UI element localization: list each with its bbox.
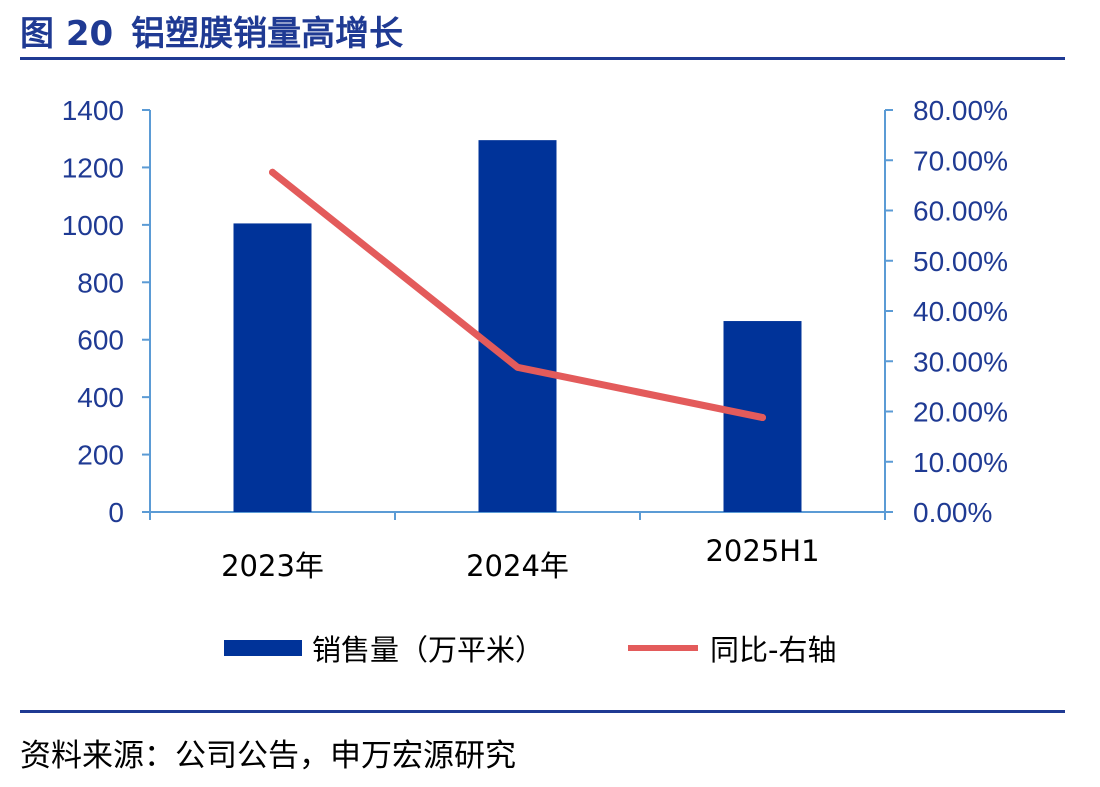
title-divider xyxy=(20,57,1065,60)
y-right-tick-label: 50.00% xyxy=(913,246,1008,277)
x-tick-label: 2023年 xyxy=(221,549,324,583)
legend-bar-swatch xyxy=(224,640,302,656)
legend-label-sales: 销售量（万平米） xyxy=(312,633,545,667)
figure-title-text: 铝塑膜销量高增长 xyxy=(131,14,404,54)
bar-2023年 xyxy=(233,223,312,512)
x-tick-label: 2025H1 xyxy=(705,534,819,568)
y-right-tick-label: 0.00% xyxy=(913,497,992,528)
y-left-tick-label: 800 xyxy=(77,267,124,298)
y-left-tick-label: 400 xyxy=(77,382,124,413)
legend-line-swatch xyxy=(628,645,698,651)
y-left-tick-label: 200 xyxy=(77,440,124,471)
y-right-tick-label: 80.00% xyxy=(913,95,1008,126)
chart: 0 200 400 600 800 1000 1200 1400 0.00% 10.00% 20.0… xyxy=(62,95,1008,583)
y-right-tick-label: 40.00% xyxy=(913,296,1008,327)
y-left-tick-label: 600 xyxy=(77,325,124,356)
legend-item-sales: 销售量（万平米） xyxy=(224,628,544,668)
y-left-tick-label: 1000 xyxy=(62,210,124,241)
y-right-tick-label: 70.00% xyxy=(913,145,1008,176)
figure-number: 图 20 xyxy=(20,14,114,54)
y-right-tick-label: 20.00% xyxy=(913,397,1008,428)
y-left-tick-label: 0 xyxy=(108,497,124,528)
x-tick-label: 2024年 xyxy=(466,549,569,583)
bar-2024年 xyxy=(478,140,557,512)
yoy-point-2025H1 xyxy=(759,414,766,422)
y-left-tick-label: 1400 xyxy=(62,95,124,126)
y-right-tick-label: 60.00% xyxy=(913,196,1008,227)
figure-title: 图 20 铝塑膜销量高增长 xyxy=(20,6,403,55)
y-left-tick-label: 1200 xyxy=(62,152,124,183)
yoy-point-2023年 xyxy=(269,168,276,176)
y-right-tick-label: 10.00% xyxy=(913,447,1008,478)
legend: 销售量（万平米） 同比-右轴 xyxy=(0,628,1100,668)
y-right-tick-label: 30.00% xyxy=(913,346,1008,377)
yoy-point-2024年 xyxy=(514,363,521,371)
legend-label-yoy: 同比-右轴 xyxy=(710,633,837,667)
legend-item-yoy: 同比-右轴 xyxy=(628,628,836,668)
source-divider xyxy=(20,710,1065,713)
source-note: 资料来源：公司公告，申万宏源研究 xyxy=(20,738,516,774)
